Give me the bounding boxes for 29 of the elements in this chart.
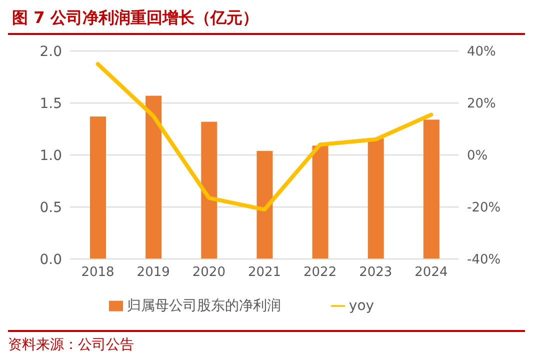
x-tick-label: 2021 — [248, 265, 282, 280]
y2-tick-label: -40% — [467, 252, 501, 268]
line-series — [96, 62, 434, 212]
y2-tick-label: 40% — [467, 44, 496, 60]
bar — [146, 96, 162, 259]
y-tick-label: 0.0 — [40, 252, 62, 268]
y2-tick-label: 20% — [467, 96, 496, 112]
legend-label: 归属母公司股东的净利润 — [126, 298, 281, 314]
bar — [368, 138, 384, 259]
legend-label: yoy — [348, 298, 374, 314]
y-tick-label: 1.0 — [40, 148, 62, 164]
y-tick-label: 0.5 — [40, 200, 62, 216]
x-tick-label: 2020 — [192, 265, 226, 280]
bar — [423, 120, 440, 259]
x-tick-label: 2019 — [136, 265, 170, 280]
bar — [90, 116, 106, 259]
y2-tick-label: -20% — [467, 200, 501, 216]
y-tick-label: 1.5 — [40, 96, 62, 112]
text: 资料来源：公司公告 — [8, 336, 135, 354]
x-tick-label: 2024 — [414, 265, 448, 280]
bar — [312, 146, 328, 259]
bar — [201, 122, 218, 259]
x-tick-label: 2018 — [81, 265, 114, 280]
x-tick-label: 2023 — [359, 265, 392, 280]
bar — [256, 150, 273, 259]
y2-tick-label: 0% — [467, 148, 488, 164]
chart-title: 图 7 公司净利润重回增长（亿元） — [8, 8, 525, 35]
x-tick-label: 2022 — [304, 265, 337, 280]
y-tick-label: 2.0 — [40, 44, 62, 60]
